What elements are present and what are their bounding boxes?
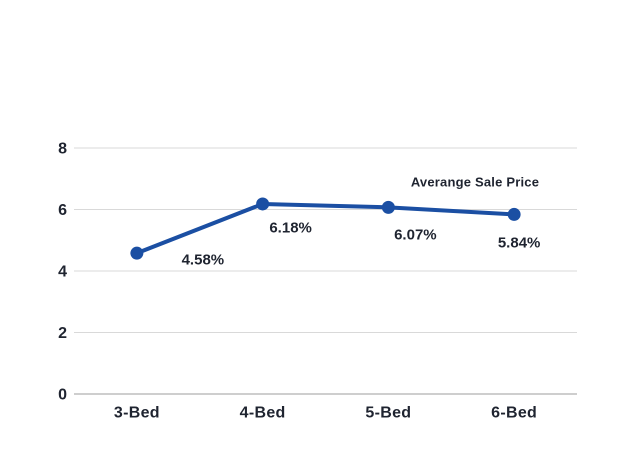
data-point [130, 246, 144, 260]
trend-line [134, 201, 517, 256]
x-tick-label: 4-Bed [240, 405, 286, 422]
x-tick-label: 3-Bed [114, 405, 160, 422]
data-point [256, 197, 270, 211]
y-tick-label: 0 [58, 387, 67, 404]
x-tick-label: 5-Bed [365, 405, 411, 422]
y-tick-label: 4 [58, 264, 67, 281]
data-point [507, 207, 521, 221]
x-tick-label: 6-Bed [491, 405, 537, 422]
legend-label: Averange Sale Price [410, 174, 540, 190]
data-point-label: 4.58% [182, 251, 225, 268]
data-point-label: 6.18% [269, 219, 312, 236]
y-tick-label: 8 [58, 141, 67, 158]
data-point-label: 5.84% [498, 235, 541, 252]
data-point [381, 200, 395, 214]
y-tick-label: 2 [58, 325, 67, 342]
y-tick-label: 6 [58, 202, 67, 219]
data-point-label: 6.07% [394, 227, 437, 244]
